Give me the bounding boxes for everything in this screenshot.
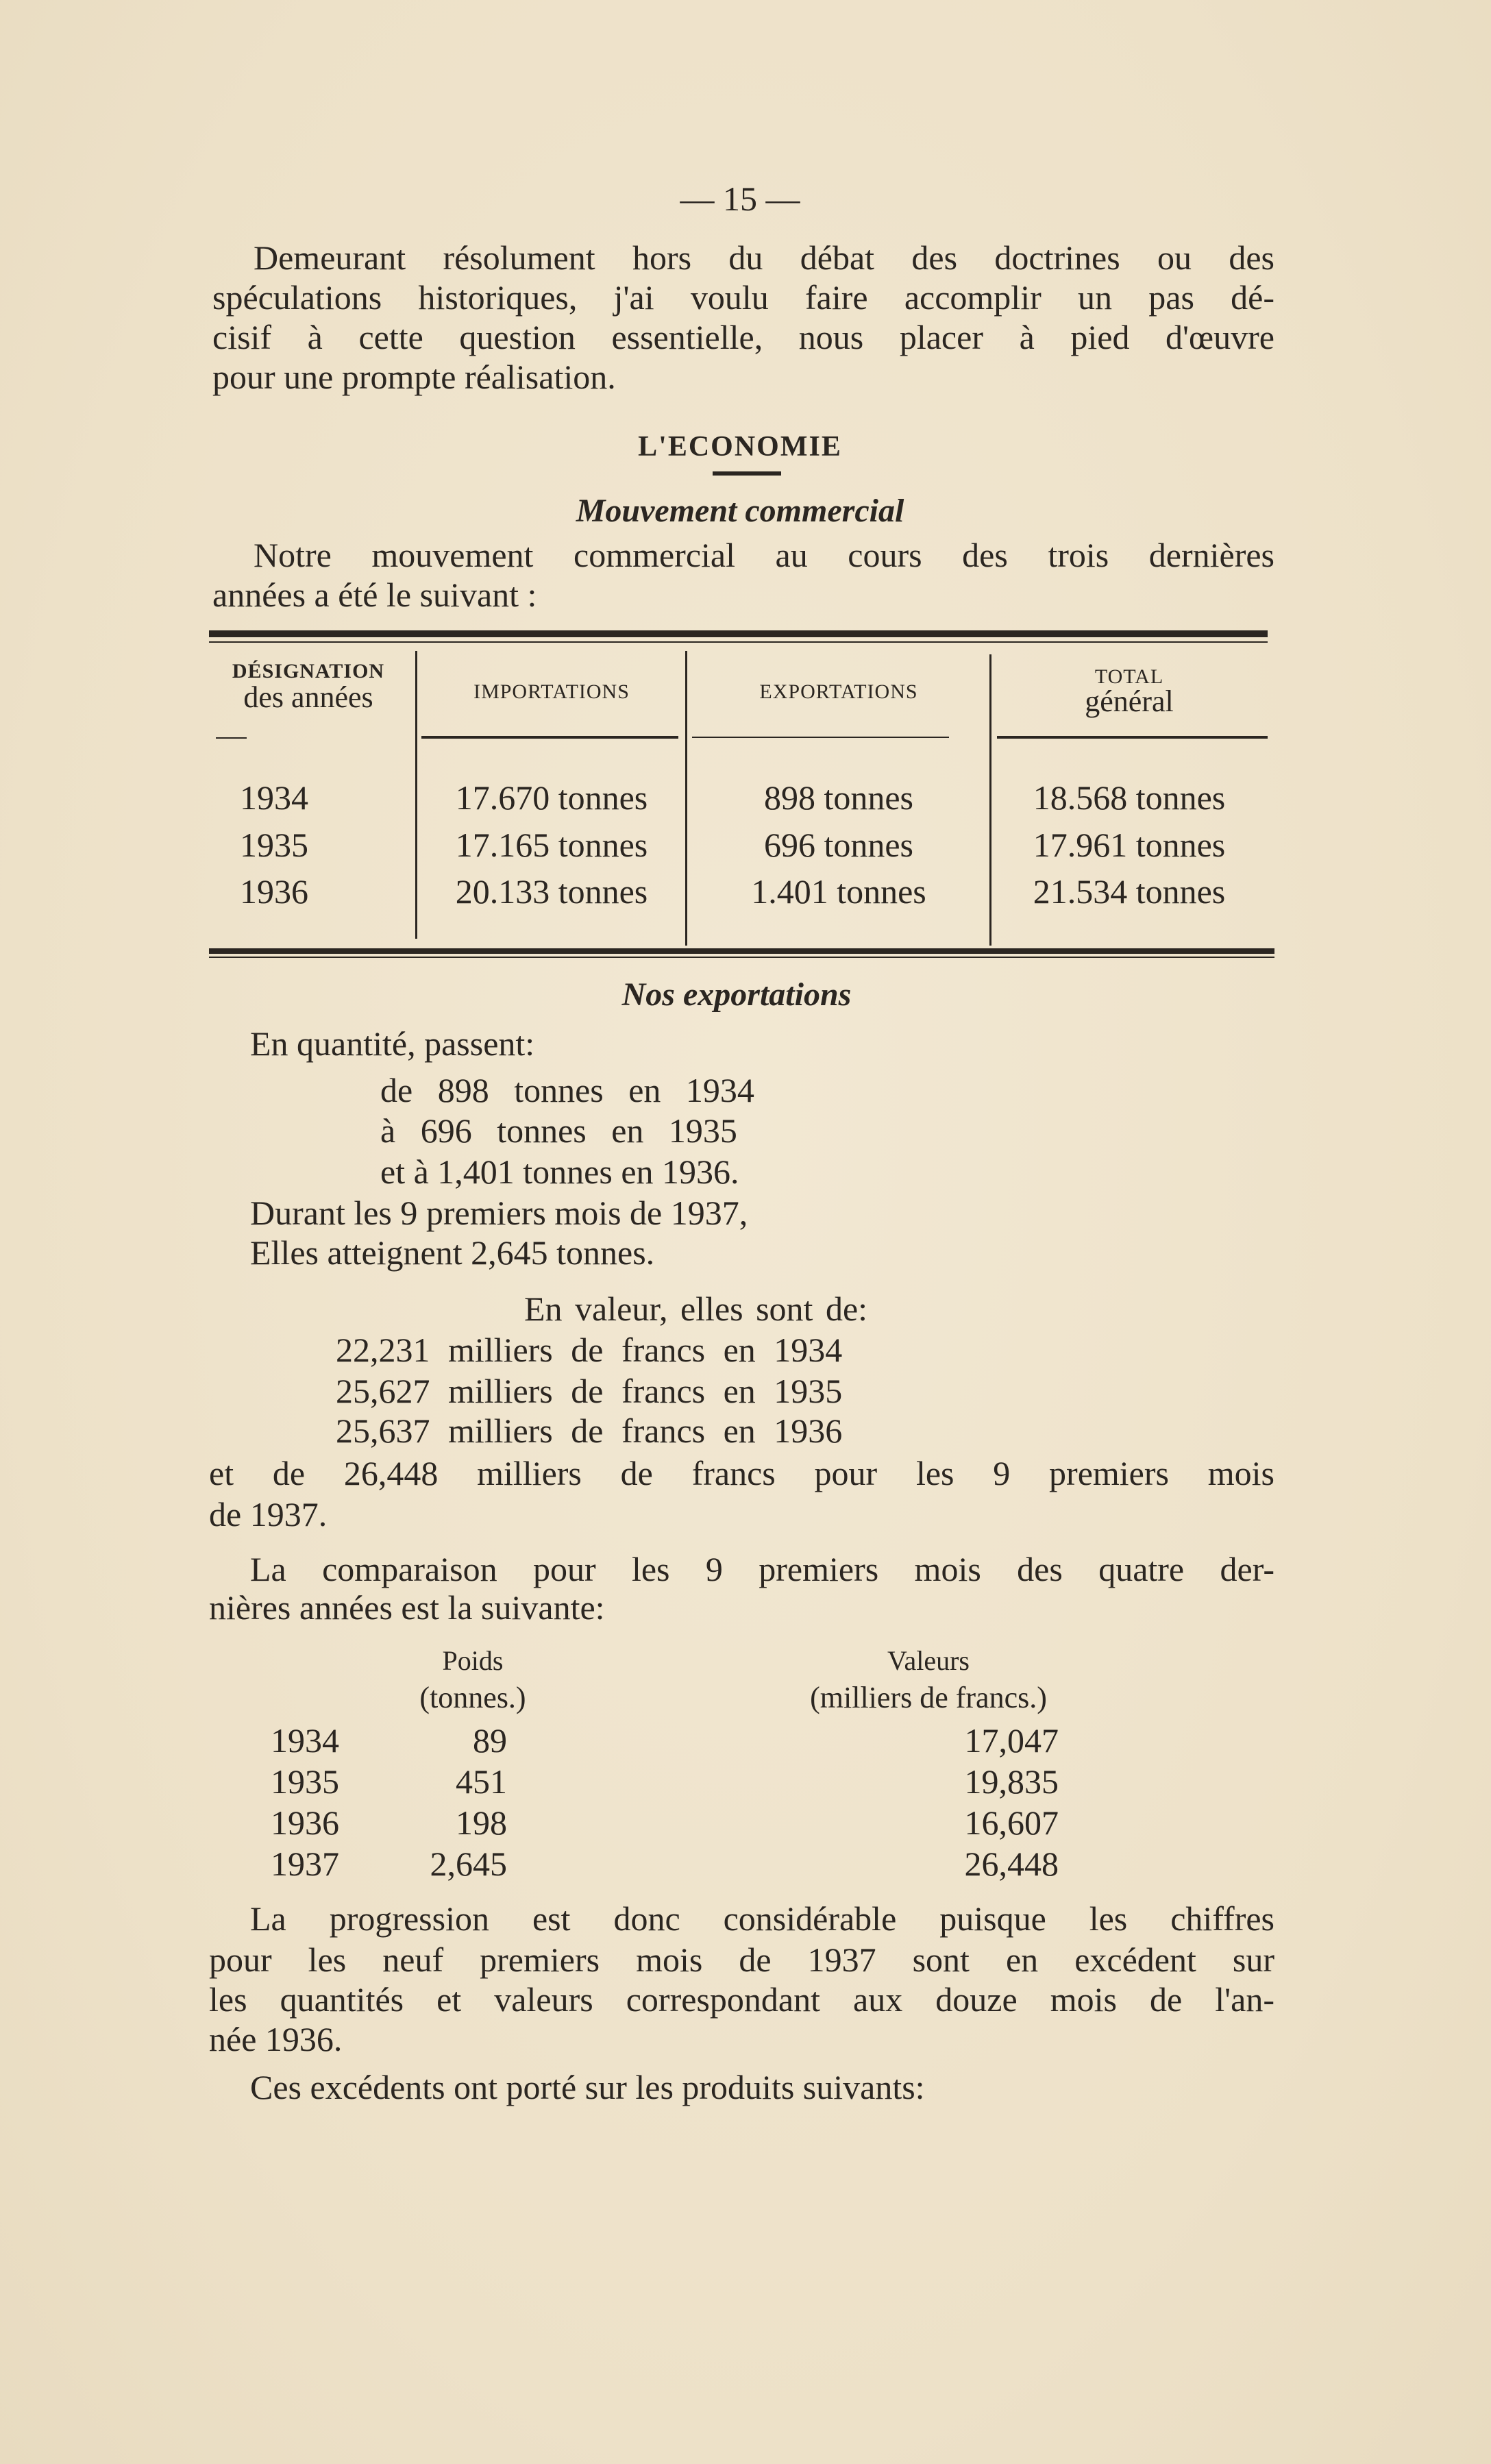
cell-imports: 17.670 tonnes bbox=[455, 778, 648, 817]
table-top-rule-thin bbox=[209, 641, 1268, 643]
header-designation-sub: des années bbox=[243, 680, 373, 714]
cell-imports: 17.165 tonnes bbox=[455, 826, 648, 864]
header-rule bbox=[692, 737, 949, 738]
header-rule bbox=[997, 736, 1268, 739]
cell-exports: 696 tonnes bbox=[763, 826, 914, 864]
value-intro: En valeur, elles sont de: bbox=[524, 1290, 868, 1328]
exports-title: Nos exportations bbox=[621, 976, 852, 1013]
header-rule bbox=[421, 736, 678, 739]
final-line: Ces excédents ont porté sur les produits… bbox=[250, 2068, 925, 2106]
header-total: TOTAL bbox=[1094, 665, 1164, 688]
value-line: et de 26,448 milliers de francs pour les… bbox=[209, 1454, 1274, 1492]
intro-line: Demeurant résolument hors du débat des d… bbox=[254, 238, 1274, 277]
header-imports: IMPORTATIONS bbox=[473, 680, 630, 703]
header-exports: EXPORTATIONS bbox=[759, 680, 918, 703]
conclusion-line: les quantités et valeurs correspondant a… bbox=[209, 1980, 1274, 2019]
cell-year: 1935 bbox=[271, 1762, 339, 1801]
header-poids-unit: (tonnes.) bbox=[419, 1681, 526, 1714]
conclusion-line: née 1936. bbox=[209, 2020, 343, 2058]
para-line: années a été le suivant : bbox=[212, 576, 537, 614]
header-poids: Poids bbox=[442, 1645, 504, 1676]
conclusion-line: La progression est donc considérable pui… bbox=[250, 1899, 1274, 1938]
cell-poids: 2,645 bbox=[430, 1845, 508, 1883]
cell-poids: 89 bbox=[473, 1721, 507, 1760]
column-divider bbox=[685, 651, 687, 946]
cell-poids: 451 bbox=[456, 1762, 507, 1801]
header-total-sub: général bbox=[1085, 685, 1174, 718]
value-line: 22,231 milliers de francs en 1934 bbox=[336, 1331, 843, 1369]
intro-line: cisif à cette question essentielle, nous… bbox=[212, 318, 1274, 356]
cell-valeurs: 17,047 bbox=[964, 1721, 1059, 1760]
comparison-line: nières années est la suivante: bbox=[209, 1588, 605, 1627]
intro-line: spéculations historiques, j'ai voulu fai… bbox=[212, 278, 1274, 317]
header-rule bbox=[216, 737, 247, 739]
cell-valeurs: 19,835 bbox=[964, 1762, 1059, 1801]
para-line: Notre mouvement commercial au cours des … bbox=[254, 536, 1274, 574]
header-valeurs: Valeurs bbox=[887, 1645, 970, 1676]
cell-year: 1934 bbox=[240, 778, 308, 817]
cell-total: 18.568 tonnes bbox=[1033, 778, 1226, 817]
column-divider bbox=[989, 654, 991, 946]
conclusion-line: pour les neuf premiers mois de 1937 sont… bbox=[209, 1941, 1274, 1979]
cell-exports: 898 tonnes bbox=[763, 778, 914, 817]
quantity-line: et à 1,401 tonnes en 1936. bbox=[380, 1153, 739, 1191]
cell-imports: 20.133 tonnes bbox=[455, 872, 648, 911]
cell-exports: 1.401 tonnes bbox=[751, 872, 926, 911]
cell-year: 1934 bbox=[271, 1721, 339, 1760]
section-title: L'ECONOMIE bbox=[638, 431, 842, 463]
intro-line: pour une prompte réalisation. bbox=[212, 358, 616, 396]
cell-total: 17.961 tonnes bbox=[1033, 826, 1226, 864]
cell-total: 21.534 tonnes bbox=[1033, 872, 1226, 911]
value-line: 25,637 milliers de francs en 1936 bbox=[336, 1412, 843, 1450]
subsection-title: Mouvement commercial bbox=[576, 493, 904, 529]
cell-year: 1935 bbox=[240, 826, 308, 864]
header-designation: DÉSIGNATION bbox=[232, 660, 385, 682]
quantity-line: de 898 tonnes en 1934 bbox=[380, 1071, 754, 1109]
cell-valeurs: 26,448 bbox=[964, 1845, 1059, 1883]
cell-year: 1936 bbox=[271, 1803, 339, 1842]
page-number: — 15 — bbox=[680, 180, 800, 218]
cell-valeurs: 16,607 bbox=[964, 1803, 1059, 1842]
column-divider bbox=[415, 651, 417, 939]
comparison-line: La comparaison pour les 9 premiers mois … bbox=[250, 1550, 1274, 1588]
quantity-intro: En quantité, passent: bbox=[250, 1024, 535, 1063]
table-bottom-rule-thin bbox=[209, 957, 1274, 958]
quantity-line: Elles atteignent 2,645 tonnes. bbox=[250, 1233, 655, 1272]
header-valeurs-unit: (milliers de francs.) bbox=[810, 1681, 1047, 1714]
value-line: de 1937. bbox=[209, 1495, 328, 1533]
title-underline bbox=[713, 471, 781, 476]
quantity-line: Durant les 9 premiers mois de 1937, bbox=[250, 1194, 748, 1232]
cell-year: 1937 bbox=[271, 1845, 339, 1883]
table-top-rule bbox=[209, 630, 1268, 637]
cell-year: 1936 bbox=[240, 872, 308, 911]
value-line: 25,627 milliers de francs en 1935 bbox=[336, 1372, 843, 1410]
table-bottom-rule bbox=[209, 948, 1274, 954]
quantity-line: à 696 tonnes en 1935 bbox=[380, 1111, 737, 1150]
cell-poids: 198 bbox=[456, 1803, 507, 1842]
